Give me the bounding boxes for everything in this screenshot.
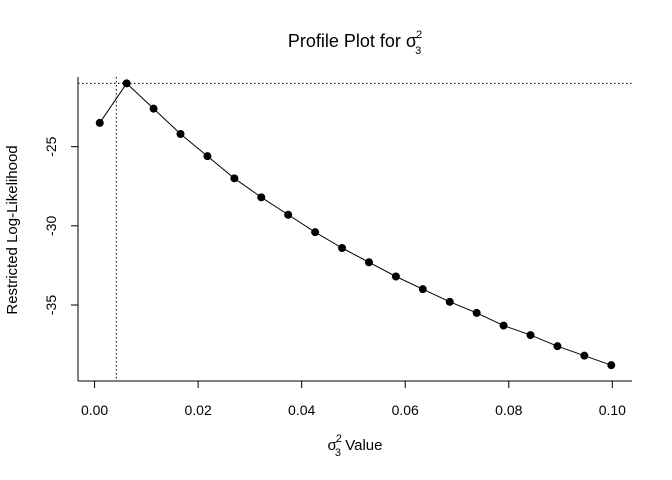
series-segment — [99, 83, 128, 124]
series-segment — [261, 196, 289, 216]
series-segment — [584, 355, 612, 366]
data-point — [95, 118, 104, 127]
title-prefix: Profile Plot for — [288, 31, 406, 51]
data-series — [95, 79, 616, 370]
x-tick-label: 0.06 — [392, 402, 419, 418]
data-point — [553, 342, 562, 351]
data-point — [338, 244, 347, 252]
data-point — [391, 272, 400, 281]
series-segment — [314, 231, 343, 249]
series-segment — [341, 247, 370, 263]
data-point — [230, 174, 239, 183]
y-tick-label: -30 — [43, 216, 59, 236]
data-point — [526, 331, 535, 340]
data-point — [176, 130, 185, 138]
y-tick-label: -25 — [43, 136, 59, 156]
data-point — [499, 321, 508, 330]
data-point — [149, 104, 158, 113]
x-tick-label: 0.04 — [288, 402, 315, 418]
x-tick-label: 0.02 — [184, 402, 211, 418]
y-axis-label: Restricted Log-Likelihood — [4, 145, 21, 314]
series-segment — [476, 312, 504, 327]
data-point — [284, 210, 293, 219]
data-point — [418, 285, 427, 294]
series-segment — [557, 345, 585, 357]
series-segment — [207, 155, 235, 179]
series-segment — [422, 288, 450, 303]
xlabel-sigma-subscript: 3 — [335, 447, 341, 459]
xlabel-suffix: Value — [341, 437, 382, 454]
data-point — [257, 193, 266, 202]
reference-lines — [78, 77, 632, 381]
data-point — [607, 361, 616, 370]
series-segment — [126, 82, 154, 110]
data-point — [580, 351, 589, 360]
data-point — [472, 308, 481, 317]
x-axis-label: σ2 3 Value — [328, 433, 383, 459]
series-segment — [368, 261, 397, 277]
y-tick-label: -35 — [43, 295, 59, 315]
x-tick-label: 0.00 — [81, 402, 108, 418]
xlabel-sigma-superscript: 2 — [336, 433, 342, 445]
series-segment — [530, 334, 558, 347]
data-point — [445, 297, 454, 306]
chart-title: Profile Plot for σ2 3 — [288, 29, 422, 57]
series-segment — [234, 177, 262, 198]
data-point — [311, 228, 320, 237]
series-segment — [287, 214, 316, 233]
series-segment — [180, 133, 208, 157]
data-point — [203, 152, 212, 161]
title-sigma-subscript: 3 — [415, 45, 421, 57]
axis-ticks: 0.00 0.02 0.04 0.06 0.08 0.10 -25 -30 -35 — [43, 136, 626, 418]
x-tick-label: 0.10 — [599, 402, 626, 418]
title-sigma-symbol: σ — [406, 31, 417, 51]
xlabel-sigma-symbol: σ — [328, 437, 338, 454]
series-segment — [153, 108, 181, 135]
title-sigma-superscript: 2 — [416, 29, 422, 41]
data-point — [122, 79, 131, 88]
series-segment — [395, 276, 424, 290]
data-point — [364, 258, 373, 267]
x-tick-label: 0.08 — [495, 402, 522, 418]
series-segment — [449, 301, 477, 314]
series-segment — [503, 325, 531, 336]
